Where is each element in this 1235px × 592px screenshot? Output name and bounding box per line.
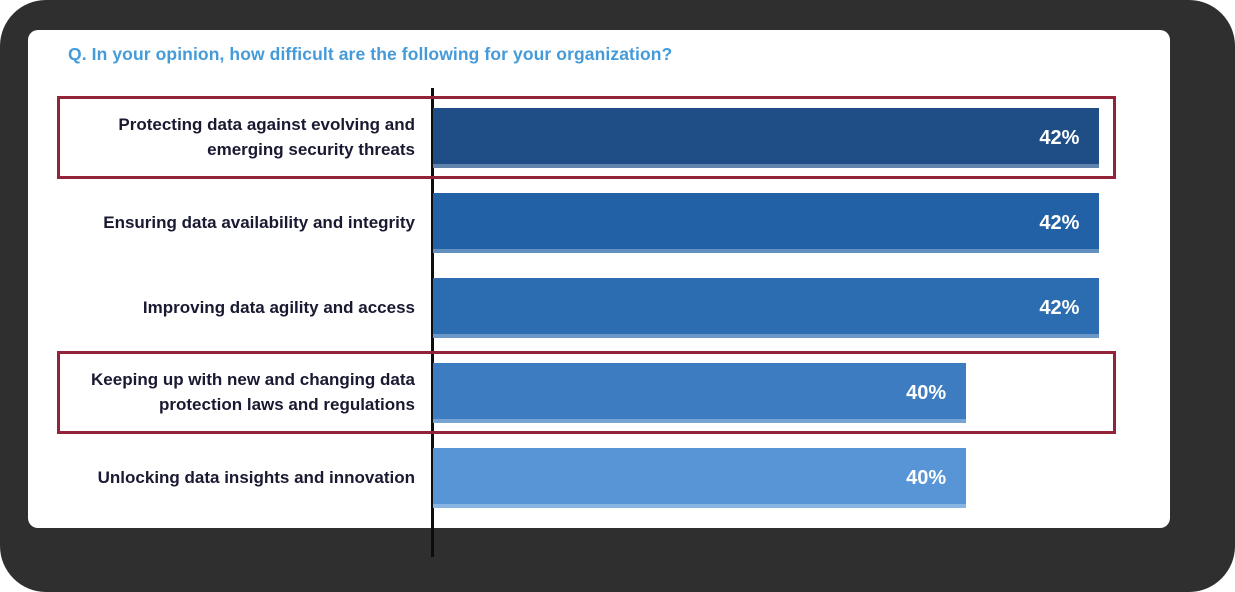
chart-row: Ensuring data availability and integrity… [60, 183, 1113, 268]
bar-track: 42% [433, 108, 1113, 168]
chart-row: Unlocking data insights and innovation 40… [60, 438, 1113, 523]
category-label: Ensuring data availability and integrity [103, 212, 415, 232]
bar-value-label: 40% [906, 466, 947, 489]
chart-panel: Q. In your opinion, how difficult are th… [28, 30, 1170, 557]
chart-question-title: Q. In your opinion, how difficult are th… [68, 44, 673, 64]
category-label: Protecting data against evolving and eme… [118, 115, 415, 159]
y-axis-line [431, 88, 434, 557]
bar-value-label: 40% [906, 381, 947, 404]
bar: 42% [433, 278, 1100, 338]
bar: 42% [433, 193, 1100, 253]
bar-track: 40% [433, 448, 1113, 508]
bar: 40% [433, 448, 967, 508]
category-label: Unlocking data insights and innovation [97, 467, 415, 487]
bar-value-label: 42% [1039, 211, 1080, 234]
chart-row: Keeping up with new and changing data pr… [57, 351, 1116, 438]
chart-row: Protecting data against evolving and eme… [57, 96, 1116, 183]
bar-track: 42% [433, 193, 1113, 253]
bar: 42% [433, 108, 1100, 168]
bar-value-label: 42% [1039, 126, 1080, 149]
bar-track: 40% [433, 363, 1113, 423]
bar-chart: Protecting data against evolving and eme… [57, 96, 1116, 523]
bar: 40% [433, 363, 967, 423]
chart-row: Improving data agility and access 42% [60, 268, 1113, 353]
category-label: Improving data agility and access [142, 297, 415, 317]
bar-track: 42% [433, 278, 1113, 338]
bar-value-label: 42% [1039, 296, 1080, 319]
category-label: Keeping up with new and changing data pr… [91, 370, 415, 414]
